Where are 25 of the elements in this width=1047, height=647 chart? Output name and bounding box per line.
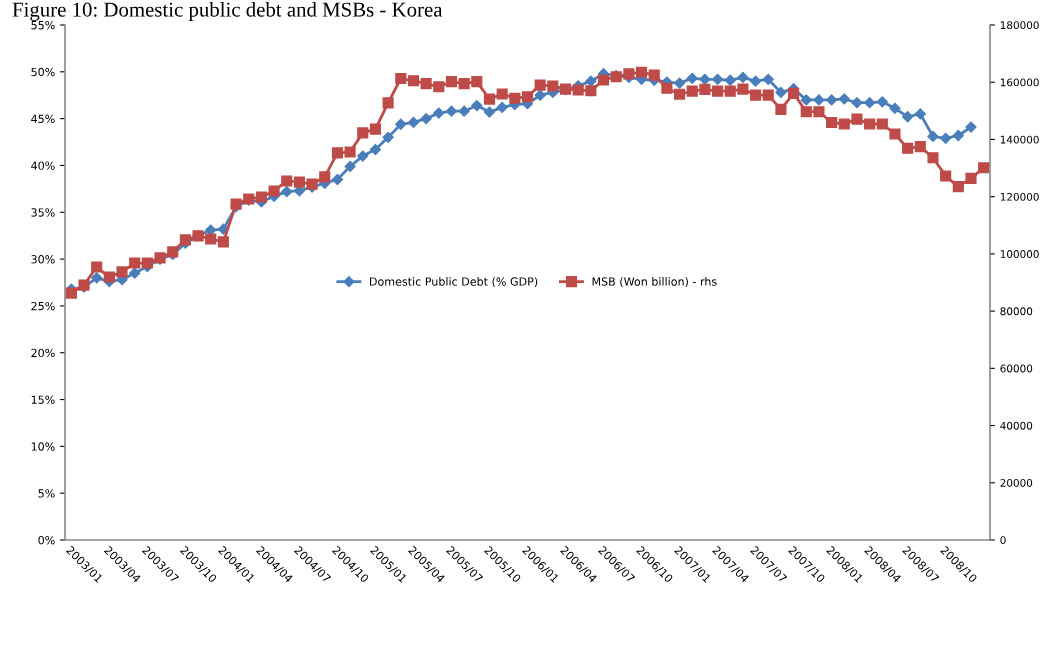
y-tick-label: 15% [31, 395, 55, 404]
y-tick-label: 35% [31, 208, 55, 217]
y-tick-label: 20% [31, 348, 55, 358]
y2-tick-label: 160000 [1000, 78, 1039, 87]
y-tick-label: 30% [31, 255, 55, 264]
y-tick-label: 55% [31, 20, 55, 30]
y2-tick-label: 180000 [1000, 21, 1039, 30]
y2-tick-label: 40000 [1000, 421, 1033, 430]
y-tick-label: 50% [31, 67, 55, 77]
y-tick-label: 40% [31, 161, 55, 170]
legend-label: Domestic Public Debt (% GDP) [370, 277, 538, 288]
legend-label: MSB (Won billion) - rhs [592, 277, 717, 288]
y2-tick-label: 60000 [1000, 364, 1033, 373]
chart-title: Figure 10: Domestic public debt and MSBs - Korea [12, 2, 443, 21]
y2-tick-label: 140000 [1000, 135, 1039, 144]
y-tick-label: 5% [38, 489, 55, 498]
y2-tick-label: 120000 [1000, 192, 1039, 201]
y-tick-label: 10% [31, 442, 55, 451]
y-tick-label: 45% [31, 114, 55, 124]
y-tick-label: 25% [31, 301, 55, 311]
y2-tick-label: 80000 [1000, 307, 1033, 316]
y2-tick-label: 20000 [1000, 479, 1033, 487]
y2-tick-label: 0 [1000, 536, 1006, 545]
y2-tick-label: 100000 [1000, 250, 1039, 258]
y-tick-label: 0% [38, 535, 55, 545]
